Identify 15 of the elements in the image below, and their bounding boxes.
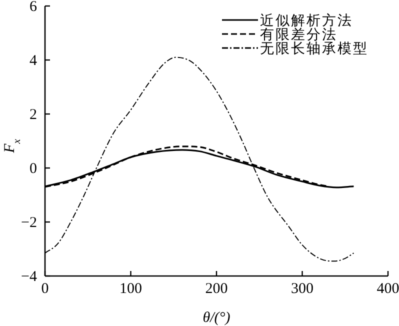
x-tick-label: 100 bbox=[120, 281, 142, 297]
x-tick-label: 400 bbox=[376, 281, 399, 297]
x-tick-label: 300 bbox=[291, 281, 314, 297]
y-tick-label: 0 bbox=[30, 161, 37, 177]
y-tick-label: 4 bbox=[30, 53, 38, 69]
legend-label: 有限差分法 bbox=[260, 27, 338, 43]
x-tick-label: 0 bbox=[41, 281, 49, 297]
legend-label: 近似解析方法 bbox=[260, 13, 353, 29]
y-tick-label: 6 bbox=[30, 0, 38, 15]
y-tick-label: 2 bbox=[30, 107, 37, 123]
x-axis-title: θ/(°) bbox=[202, 310, 230, 326]
y-tick-label: −2 bbox=[21, 215, 37, 231]
x-tick-label: 200 bbox=[205, 281, 228, 297]
y-tick-label: −4 bbox=[21, 269, 38, 285]
legend-label: 无限长轴承模型 bbox=[260, 41, 368, 57]
